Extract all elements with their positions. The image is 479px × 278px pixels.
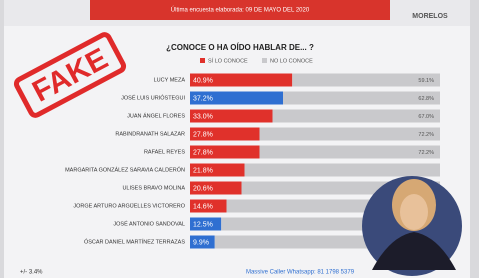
value-label: 72.2% <box>418 132 434 138</box>
category-label: JORGE ARTURO ARGÜELLES VICTORERO <box>73 202 185 209</box>
value-label: 12.5% <box>193 221 213 228</box>
value-label: 9.9% <box>193 239 209 246</box>
bar-segment <box>260 128 441 141</box>
value-label: 27.8% <box>193 149 213 156</box>
value-label: 37.2% <box>193 95 213 102</box>
value-label: 33.0% <box>193 113 213 120</box>
bar-segment <box>283 92 440 105</box>
photo <box>362 176 462 276</box>
category-label: LUCY MEZA <box>154 77 186 83</box>
category-label: JOSÉ ANTONIO SANDOVAL <box>113 220 185 227</box>
chart-title: ¿CONOCE O HA OÍDO HABLAR DE... ? <box>166 43 314 52</box>
category-label: JUAN ÁNGEL FLORES <box>127 112 185 119</box>
value-label: 21.8% <box>193 167 213 174</box>
footer: Massive Caller Whatsapp: 81 1798 5379 <box>246 270 355 276</box>
bar-segment <box>273 110 441 123</box>
legend-label: SÍ LO CONOCE <box>208 57 248 64</box>
value-label: 40.9% <box>193 77 213 84</box>
header-text: Última encuesta elaborada: 09 DE MAYO DE… <box>171 7 310 14</box>
value-label: 14.6% <box>193 203 213 210</box>
category-label: ULISES BRAVO MOLINA <box>122 185 185 191</box>
legend-swatch <box>262 58 267 63</box>
category-label: RABINDRANATH SALAZAR <box>115 131 185 137</box>
legend-swatch <box>200 58 205 63</box>
value-label: 59.1% <box>418 78 434 84</box>
category-label: ÓSCAR DANIEL MARTÍNEZ TERRAZAS <box>84 238 185 245</box>
region: MORELOS <box>412 13 448 20</box>
bar-segment <box>260 146 441 159</box>
value-label: 67.0% <box>418 114 434 120</box>
category-label: RAFAEL REYES <box>144 149 185 155</box>
category-label: MARGARITA GONZÁLEZ SARAVIA CALDERÓN <box>65 166 185 173</box>
category-label: JOSÉ LUIS URIÓSTEGUI <box>121 94 185 101</box>
chart: Última encuesta elaborada: 09 DE MAYO DE… <box>0 0 479 278</box>
value-label: 72.2% <box>418 150 434 156</box>
value-label: 62.8% <box>418 96 434 102</box>
value-label: 20.6% <box>193 185 213 192</box>
legend-label: NO LO CONOCE <box>270 58 313 64</box>
bar-segment <box>245 164 441 177</box>
margin-note: +/- 3.4% <box>20 270 43 276</box>
value-label: 27.8% <box>193 131 213 138</box>
